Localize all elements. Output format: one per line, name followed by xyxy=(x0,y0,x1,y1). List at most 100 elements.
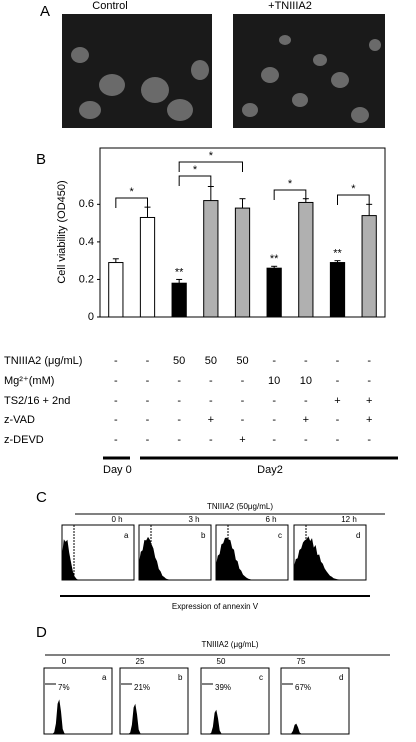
cell: - xyxy=(146,375,150,387)
cell: - xyxy=(336,375,340,387)
cell: 10 xyxy=(268,375,280,387)
cell: - xyxy=(177,395,181,407)
nuclei xyxy=(71,35,381,123)
cell: - xyxy=(114,395,118,407)
significance: * xyxy=(288,178,293,190)
bar xyxy=(298,201,314,318)
cell: + xyxy=(366,414,372,426)
panel-label: C xyxy=(36,489,47,506)
y-tick-label: 0.4 xyxy=(79,236,94,248)
cell: - xyxy=(146,434,150,446)
percent-label: 21% xyxy=(134,683,150,692)
panel-label: D xyxy=(36,624,47,641)
cell: - xyxy=(367,355,371,367)
cell: - xyxy=(241,414,245,426)
y-tick-label: 0.6 xyxy=(79,198,94,210)
row-label: Mg²⁺(mM) xyxy=(4,375,54,387)
bar xyxy=(108,262,124,318)
cell: - xyxy=(114,375,118,387)
panel-letter: d xyxy=(339,673,343,682)
histogram xyxy=(44,699,112,734)
histogram xyxy=(139,536,211,580)
cell: - xyxy=(114,414,118,426)
row-label: TS2/16 + 2nd xyxy=(4,395,70,407)
cell: - xyxy=(272,395,276,407)
panel-letter: d xyxy=(356,531,360,540)
dose-label: 25 xyxy=(136,657,145,666)
bracket xyxy=(337,194,370,205)
cell: - xyxy=(209,395,213,407)
panel-letter: a xyxy=(102,673,107,682)
cell: - xyxy=(367,375,371,387)
cell: - xyxy=(241,375,245,387)
panel-letter: a xyxy=(124,531,129,540)
cell: 10 xyxy=(300,375,312,387)
dose-label: 0 xyxy=(62,657,67,666)
cell: 50 xyxy=(173,355,185,367)
panel-letter: b xyxy=(201,531,206,540)
cell: - xyxy=(336,434,340,446)
time-label: 3 h xyxy=(188,515,199,524)
dose-label: 75 xyxy=(297,657,306,666)
cell: - xyxy=(241,395,245,407)
cell: + xyxy=(239,434,245,446)
cell: - xyxy=(272,355,276,367)
histogram xyxy=(120,703,188,734)
time-label: 0 h xyxy=(111,515,122,524)
y-tick-label: 0.2 xyxy=(79,273,94,285)
cell: - xyxy=(114,355,118,367)
cell: + xyxy=(366,395,372,407)
cell: - xyxy=(367,434,371,446)
significance: * xyxy=(351,183,356,195)
y-axis-label: Cell viability (OD450) xyxy=(56,180,68,283)
cell: + xyxy=(334,395,340,407)
panel-letter: c xyxy=(259,673,263,682)
panel-title: TNIIIA2 (50μg/mL) xyxy=(207,502,273,511)
significance: * xyxy=(209,150,214,162)
bracket xyxy=(178,175,212,186)
bar xyxy=(234,207,251,318)
value-label: ** xyxy=(333,248,342,260)
cell: + xyxy=(303,414,309,426)
cell: 50 xyxy=(236,355,248,367)
cell: - xyxy=(114,434,118,446)
bar xyxy=(361,215,377,318)
histogram xyxy=(62,539,134,580)
histogram xyxy=(216,537,288,580)
dose-label: 50 xyxy=(217,657,226,666)
cell: - xyxy=(272,434,276,446)
day-label: Day 0 xyxy=(103,464,132,476)
cell: - xyxy=(209,434,213,446)
day-label: Day2 xyxy=(257,464,283,476)
bracket xyxy=(178,161,243,172)
cell: - xyxy=(336,414,340,426)
caption: +TNIIIA2 xyxy=(268,0,312,12)
row-label: z-VAD xyxy=(4,414,35,426)
panel-letter: c xyxy=(278,531,282,540)
panel-letter: b xyxy=(178,673,183,682)
cell: - xyxy=(209,375,213,387)
significance: * xyxy=(130,186,135,198)
caption: Control xyxy=(92,0,127,12)
histogram xyxy=(281,723,349,734)
cell: - xyxy=(177,375,181,387)
bar xyxy=(329,262,346,318)
bar xyxy=(139,216,156,318)
bar xyxy=(266,267,282,318)
value-label: ** xyxy=(270,253,279,265)
cell: - xyxy=(336,355,340,367)
cell: - xyxy=(146,355,150,367)
cell: - xyxy=(304,395,308,407)
panel-title: TNIIIA2 (μg/mL) xyxy=(201,640,258,649)
time-label: 12 h xyxy=(341,515,357,524)
percent-label: 39% xyxy=(215,683,231,692)
cell: + xyxy=(208,414,214,426)
bar xyxy=(203,200,219,318)
row-label: TNIIIA2 (μg/mL) xyxy=(4,355,82,367)
significance: * xyxy=(193,164,198,176)
percent-label: 7% xyxy=(58,683,70,692)
x-axis-label: Expression of annexin V xyxy=(172,602,259,611)
time-label: 6 h xyxy=(265,515,276,524)
bar xyxy=(171,282,187,318)
